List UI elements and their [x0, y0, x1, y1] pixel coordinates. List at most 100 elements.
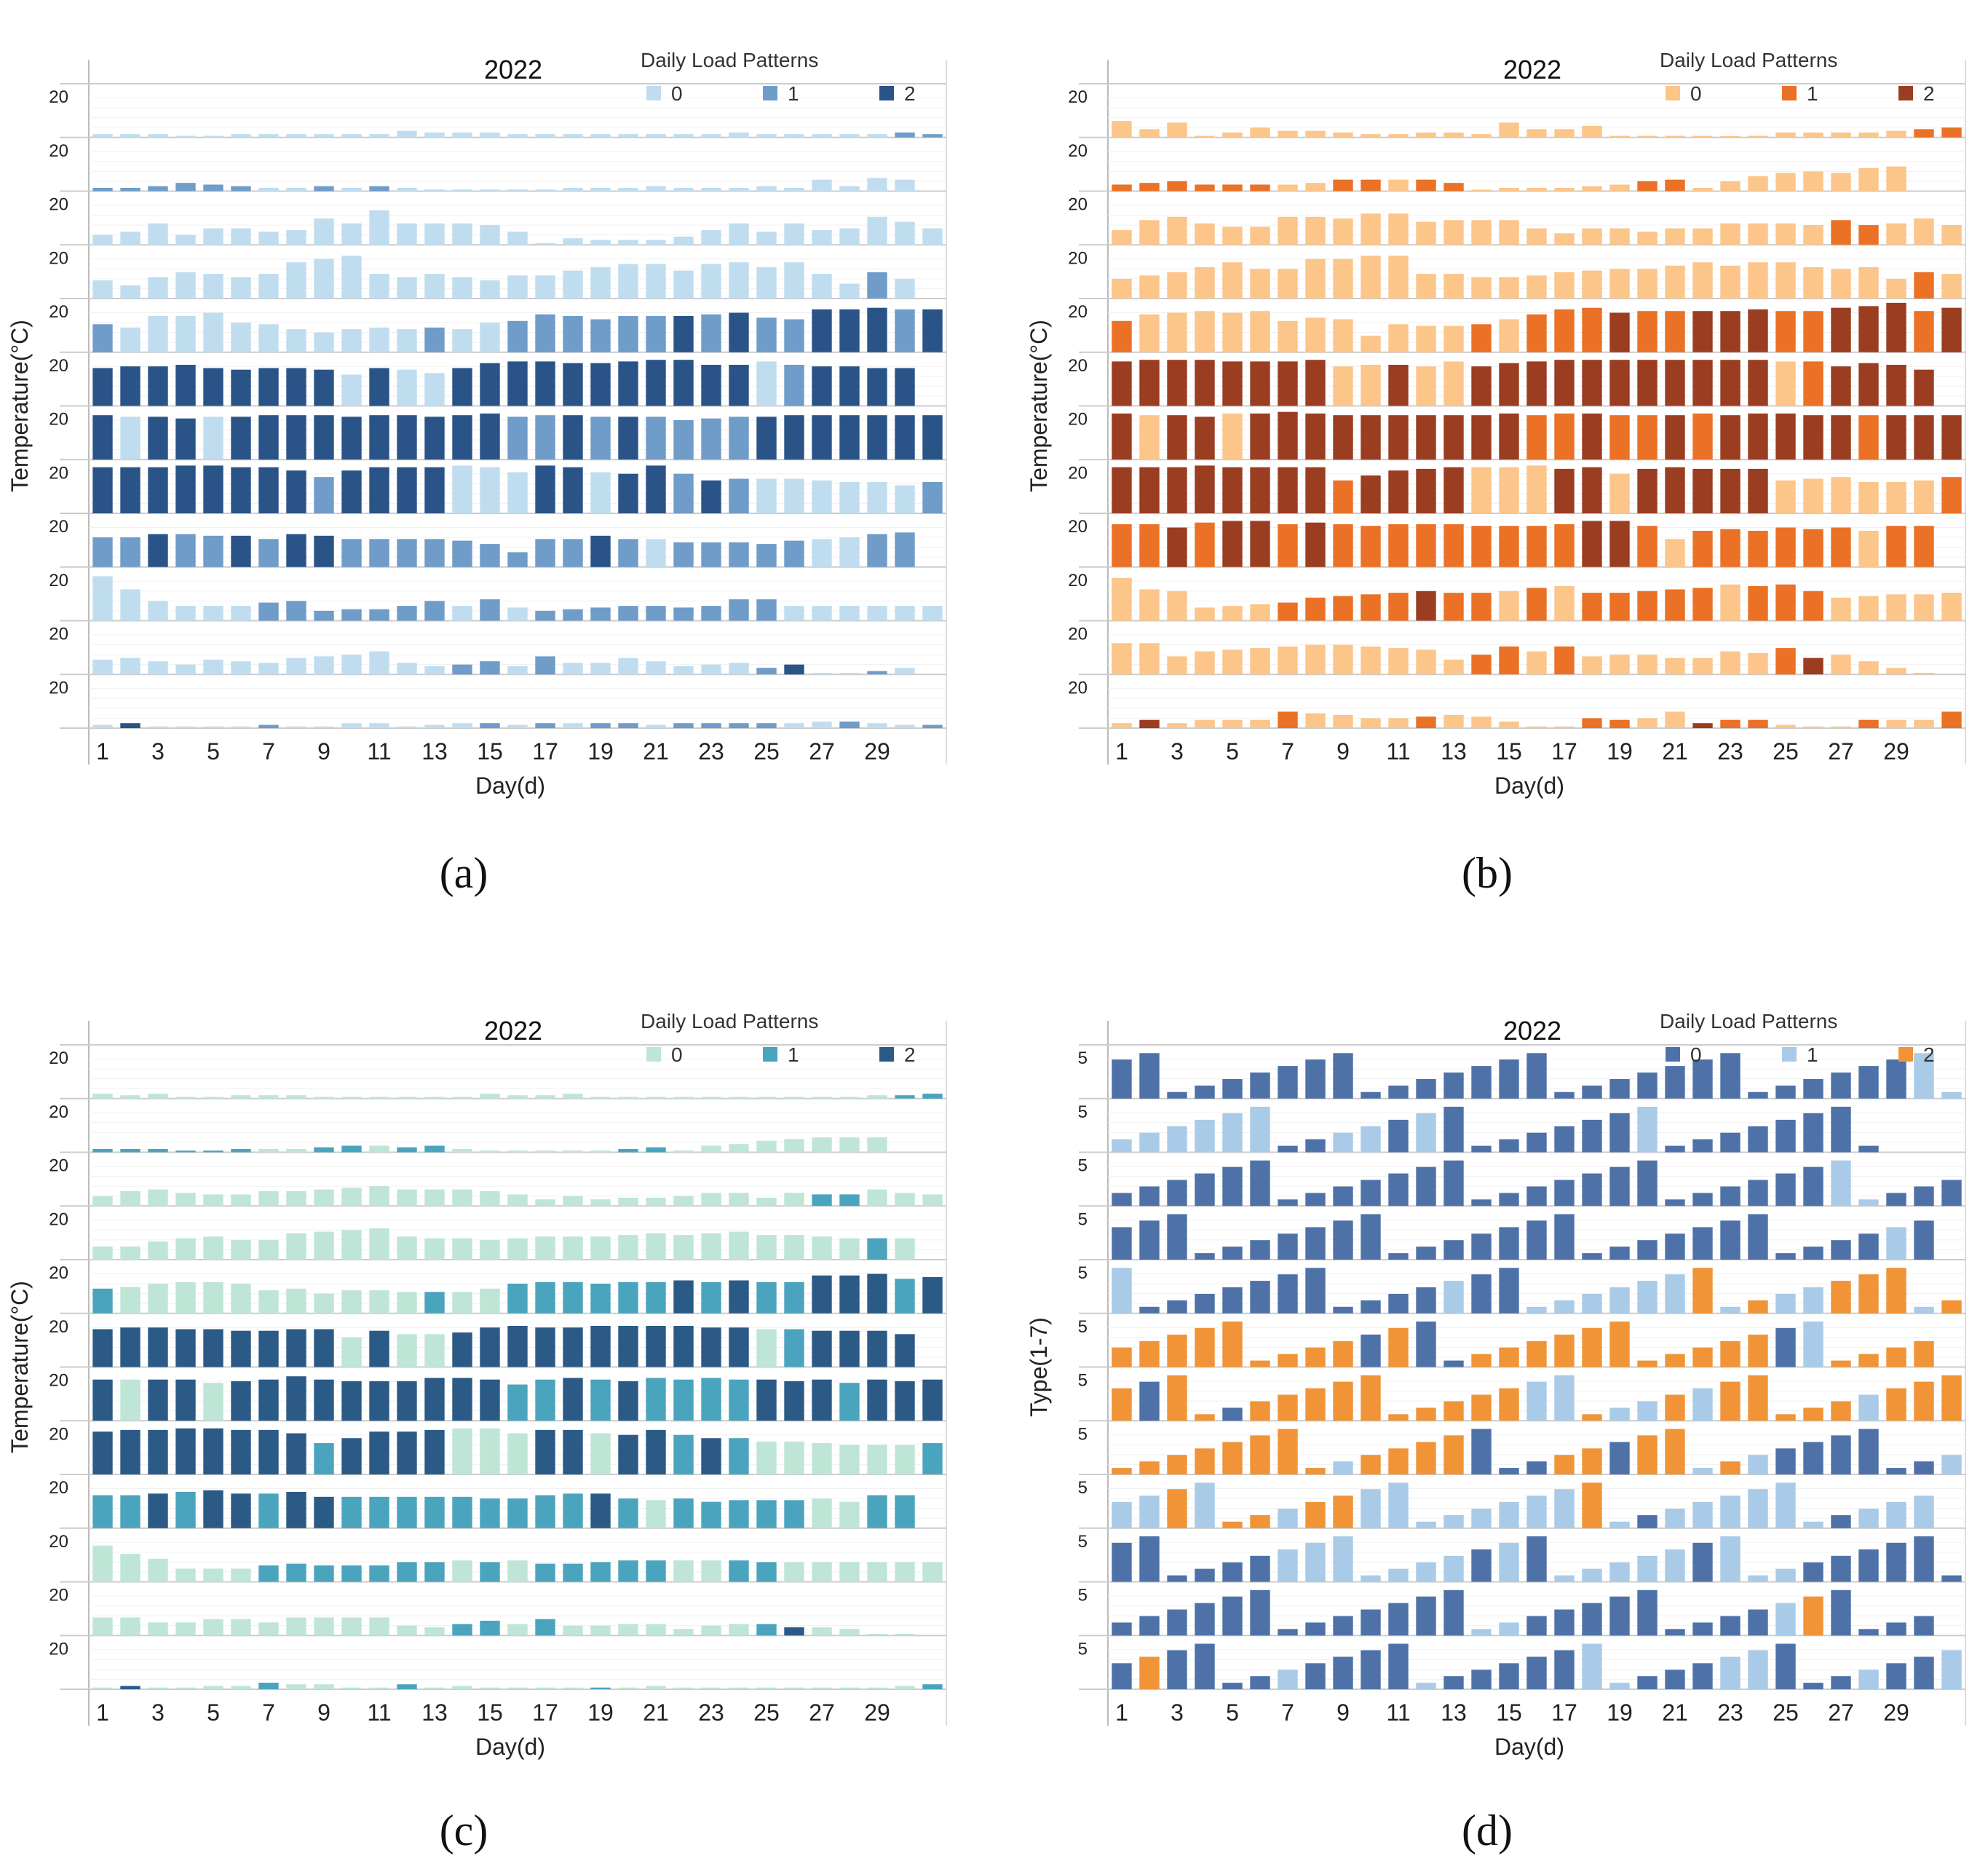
bar-r7-d20 [618, 416, 638, 460]
bar-r9-d11 [1388, 1482, 1409, 1528]
bar-r9-d4 [175, 534, 196, 567]
bar-r1-d15 [1499, 1059, 1519, 1099]
bar-r6-d11 [369, 368, 389, 406]
bar-r10-d31 [1941, 1575, 1962, 1582]
bar-r7-d19 [590, 416, 611, 460]
bar-r3-d13 [424, 1189, 445, 1206]
bar-r10-d9 [1333, 596, 1353, 621]
bar-r4-d19 [1609, 1247, 1630, 1260]
bar-r12-d20 [618, 723, 638, 728]
bar-r11-d24 [729, 1624, 749, 1636]
bar-r12-d8 [1305, 1663, 1326, 1689]
bar-r3-d19 [1609, 1166, 1630, 1206]
bar-r10-d4 [1195, 607, 1215, 621]
bar-r7-d12 [1416, 1407, 1436, 1421]
bar-r11-d8 [1305, 644, 1326, 675]
bar-r9-d13 [1444, 524, 1464, 567]
x-tick-label: 9 [1336, 738, 1350, 765]
bar-r9-d6 [231, 1493, 251, 1528]
bar-r1-d21 [646, 1097, 666, 1099]
bar-r2-d5 [203, 1150, 223, 1153]
legend-title: Daily Load Patterns [641, 49, 818, 71]
x-tick-label: 25 [753, 1699, 780, 1726]
x-tick-label: 19 [587, 1699, 614, 1726]
bar-r9-d16 [1526, 1496, 1547, 1528]
bar-r3-d20 [1637, 1160, 1658, 1206]
bar-r12-d8 [286, 726, 306, 728]
bar-r8-d2 [1139, 1461, 1160, 1474]
bar-r8-d4 [175, 1428, 196, 1474]
bar-r6-d23 [701, 365, 721, 406]
x-tick-label: 13 [1441, 1699, 1467, 1726]
bar-r2-d15 [1499, 1139, 1519, 1153]
bar-r12-d19 [1609, 1683, 1630, 1689]
bar-r11-d16 [1526, 651, 1547, 675]
bar-r7-d23 [701, 1378, 721, 1421]
bar-r12-d8 [1305, 713, 1326, 728]
bar-r11-d16 [507, 1624, 528, 1636]
bar-r3-d16 [1526, 228, 1547, 245]
bar-r6-d14 [1471, 1354, 1492, 1367]
bar-r7-d11 [1388, 1414, 1409, 1421]
bar-r5-d29 [867, 307, 887, 352]
bar-r6-d18 [1582, 1327, 1602, 1367]
bar-r10-d28 [1858, 1549, 1879, 1582]
bar-r7-d12 [397, 415, 417, 460]
bar-r10-d29 [1886, 594, 1906, 621]
bar-r4-d14 [452, 1238, 472, 1260]
bar-r10-d30 [895, 606, 915, 621]
bar-r11-d6 [231, 1619, 251, 1636]
bar-r4-d16 [507, 1238, 528, 1260]
bar-r12-d17 [1554, 726, 1575, 728]
bar-r1-d8 [1305, 1059, 1326, 1099]
bar-r1-d30 [895, 1095, 915, 1099]
x-tick-label: 3 [1171, 1699, 1184, 1726]
bar-r3-d12 [1416, 1166, 1436, 1206]
bar-r9-d6 [1250, 1514, 1270, 1528]
bar-r10-d20 [618, 1560, 638, 1582]
bar-r2-d3 [148, 1149, 168, 1153]
bar-r2-d14 [452, 1149, 472, 1153]
x-tick-label: 3 [1171, 738, 1184, 765]
bar-r10-d21 [646, 606, 666, 621]
bar-r9-d4 [1195, 1482, 1215, 1528]
x-tick-label: 1 [96, 1699, 109, 1726]
row-tick-label: 20 [1068, 463, 1088, 483]
bar-r11-d6 [1250, 648, 1270, 675]
bar-r5-d2 [120, 1287, 140, 1314]
bar-r6-d1 [1112, 361, 1132, 406]
bar-r9-d1 [1112, 524, 1132, 567]
bar-r2-d22 [1692, 188, 1713, 191]
x-tick-label: 9 [317, 738, 330, 765]
legend-swatch-2 [879, 1047, 894, 1062]
bar-r3-d29 [1886, 1193, 1906, 1206]
bar-r10-d18 [563, 609, 583, 621]
bar-r3-d28 [839, 1194, 860, 1206]
row-tick-label: 5 [1078, 1371, 1088, 1391]
bar-r5-d18 [563, 316, 583, 352]
bar-r12-d13 [424, 1687, 445, 1689]
bar-r12-d5 [1222, 1683, 1243, 1689]
bar-r5-d21 [1665, 311, 1685, 352]
bar-r2-d17 [535, 189, 555, 191]
bar-r9-d1 [92, 1495, 113, 1528]
bar-r2-d16 [1526, 188, 1547, 191]
bar-r5-d17 [1554, 1300, 1575, 1314]
bar-r2-d27 [812, 1137, 832, 1153]
bar-r5-d2 [1139, 314, 1160, 352]
bar-r4-d19 [590, 267, 611, 299]
bar-r8-d20 [618, 473, 638, 513]
bar-r11-d18 [563, 1625, 583, 1636]
legend-title: Daily Load Patterns [1660, 49, 1837, 71]
bar-r11-d27 [1831, 655, 1851, 675]
legend-swatch-2 [879, 86, 894, 100]
bar-r6-d26 [1803, 361, 1823, 406]
bar-r7-d26 [1803, 1407, 1823, 1421]
bar-r5-d13 [424, 327, 445, 352]
bar-r10-d30 [895, 1562, 915, 1582]
row-tick-label: 5 [1078, 1478, 1088, 1498]
bar-r10-d5 [203, 606, 223, 621]
bar-r10-d8 [286, 601, 306, 621]
bar-r9-d12 [1416, 524, 1436, 567]
